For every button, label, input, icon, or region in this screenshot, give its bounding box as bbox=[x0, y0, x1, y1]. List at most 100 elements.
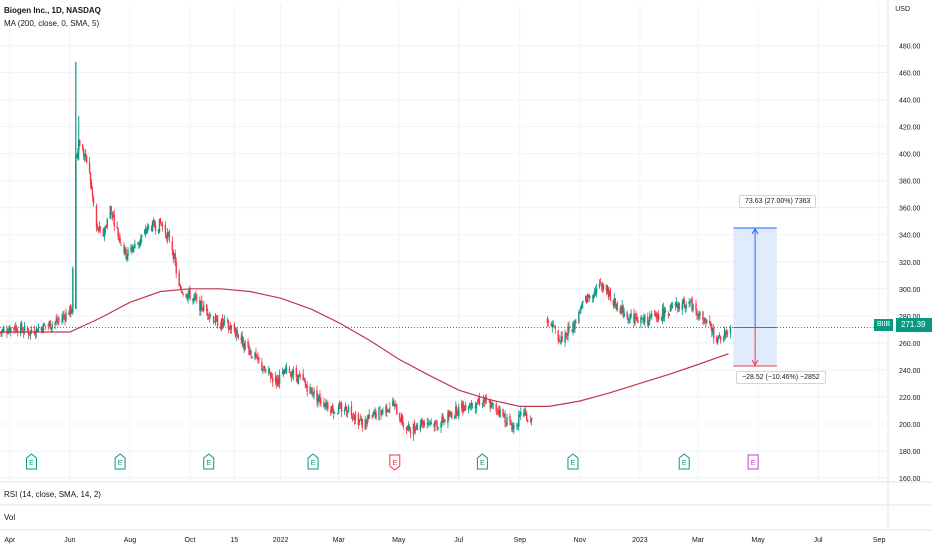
candle-body bbox=[478, 398, 481, 405]
candle-body bbox=[560, 335, 562, 341]
candle-body bbox=[566, 335, 568, 337]
candle-body bbox=[64, 316, 66, 320]
candle-body bbox=[19, 324, 22, 334]
candle-body bbox=[490, 402, 492, 408]
candle-body bbox=[318, 395, 320, 400]
candle-body bbox=[642, 318, 644, 320]
candle-body bbox=[237, 334, 239, 338]
candle-body bbox=[413, 421, 416, 429]
x-tick-label: Mar bbox=[692, 537, 705, 544]
candle-body bbox=[23, 325, 26, 332]
candle-body bbox=[675, 301, 678, 306]
volume-pane-label[interactable]: Vol bbox=[4, 513, 16, 522]
candle-body bbox=[206, 304, 208, 312]
candle-body bbox=[592, 295, 595, 299]
candle-body bbox=[568, 326, 570, 330]
candle-body bbox=[547, 321, 550, 323]
earnings-marker-label: E bbox=[571, 460, 576, 467]
candle-body bbox=[274, 376, 277, 383]
candle-body bbox=[614, 298, 616, 307]
candle-body bbox=[233, 324, 236, 330]
candle-body bbox=[655, 316, 658, 318]
candle-body bbox=[332, 404, 334, 413]
candle-body bbox=[96, 226, 99, 228]
candle-body bbox=[454, 415, 456, 419]
candle-body bbox=[325, 402, 327, 408]
candle-body bbox=[351, 415, 354, 419]
candle-body bbox=[497, 411, 499, 413]
candle-body bbox=[134, 243, 136, 248]
candle-body bbox=[353, 417, 356, 420]
candle-body bbox=[462, 404, 464, 412]
candle-body bbox=[56, 318, 58, 323]
candle-body bbox=[587, 294, 589, 303]
candle-body bbox=[105, 225, 108, 227]
candle-body bbox=[416, 425, 419, 430]
candle-body bbox=[379, 407, 381, 409]
candle-body bbox=[82, 149, 85, 157]
candle-body bbox=[489, 400, 491, 409]
candle-body bbox=[429, 424, 431, 426]
ma-indicator-label[interactable]: MA (200, close, 0, SMA, 5) bbox=[4, 19, 100, 28]
candle-body bbox=[166, 232, 169, 239]
candle-body bbox=[581, 304, 583, 308]
candle-body bbox=[207, 312, 209, 317]
candle-body bbox=[650, 315, 652, 317]
candle-body bbox=[729, 327, 732, 333]
candle-body bbox=[95, 205, 98, 228]
candle-body bbox=[173, 253, 175, 258]
candle-body bbox=[505, 423, 507, 425]
candle-body bbox=[492, 404, 494, 406]
candle-body bbox=[140, 238, 142, 245]
candle-body bbox=[132, 248, 134, 252]
candle-body bbox=[716, 337, 718, 342]
candle-body bbox=[71, 311, 73, 312]
candle-body bbox=[565, 332, 567, 336]
candle-body bbox=[227, 321, 230, 329]
candle-body bbox=[214, 315, 217, 323]
candle-body bbox=[567, 327, 569, 337]
candle-body bbox=[682, 300, 684, 304]
candle-body bbox=[276, 378, 279, 386]
earnings-marker-label: E bbox=[311, 460, 316, 467]
x-tick-label: 2022 bbox=[273, 537, 289, 544]
candle-body bbox=[62, 315, 64, 319]
candle-body bbox=[344, 405, 347, 411]
candle-body bbox=[152, 221, 155, 223]
candle-body bbox=[564, 333, 566, 343]
y-tick-label: 380.00 bbox=[899, 179, 921, 186]
candle-body bbox=[387, 410, 389, 412]
candle-body bbox=[474, 405, 477, 409]
candle-body bbox=[464, 404, 467, 411]
candle-body bbox=[444, 420, 446, 422]
candle-body bbox=[123, 245, 125, 253]
candle-body bbox=[627, 319, 629, 321]
x-tick-label: Jun bbox=[64, 537, 75, 544]
candle-body bbox=[681, 303, 683, 310]
candle-body bbox=[691, 298, 693, 312]
rsi-pane-label[interactable]: RSI (14, close, SMA, 14, 2) bbox=[4, 490, 101, 499]
candle-body bbox=[250, 351, 252, 356]
candle-body bbox=[510, 420, 512, 425]
y-tick-label: 340.00 bbox=[899, 233, 921, 240]
measure-up-label: 73.63 (27.00%) 7363 bbox=[739, 195, 817, 208]
candle-body bbox=[469, 403, 472, 407]
candle-body bbox=[234, 327, 236, 335]
candle-body bbox=[389, 407, 391, 409]
candle-body bbox=[48, 322, 50, 325]
candle-body bbox=[313, 390, 315, 395]
candle-body bbox=[3, 328, 5, 331]
candle-body bbox=[525, 410, 527, 412]
x-tick-label: Sep bbox=[514, 537, 527, 544]
currency-label: USD bbox=[895, 6, 910, 13]
candle-body bbox=[371, 415, 373, 417]
candle-body bbox=[382, 410, 384, 412]
candle-body bbox=[683, 299, 685, 308]
candle-body bbox=[422, 421, 425, 425]
candle-body bbox=[305, 384, 307, 386]
candle-body bbox=[443, 420, 445, 423]
candle-body bbox=[284, 368, 287, 373]
candle-body bbox=[504, 413, 506, 423]
candle-body bbox=[187, 294, 189, 300]
